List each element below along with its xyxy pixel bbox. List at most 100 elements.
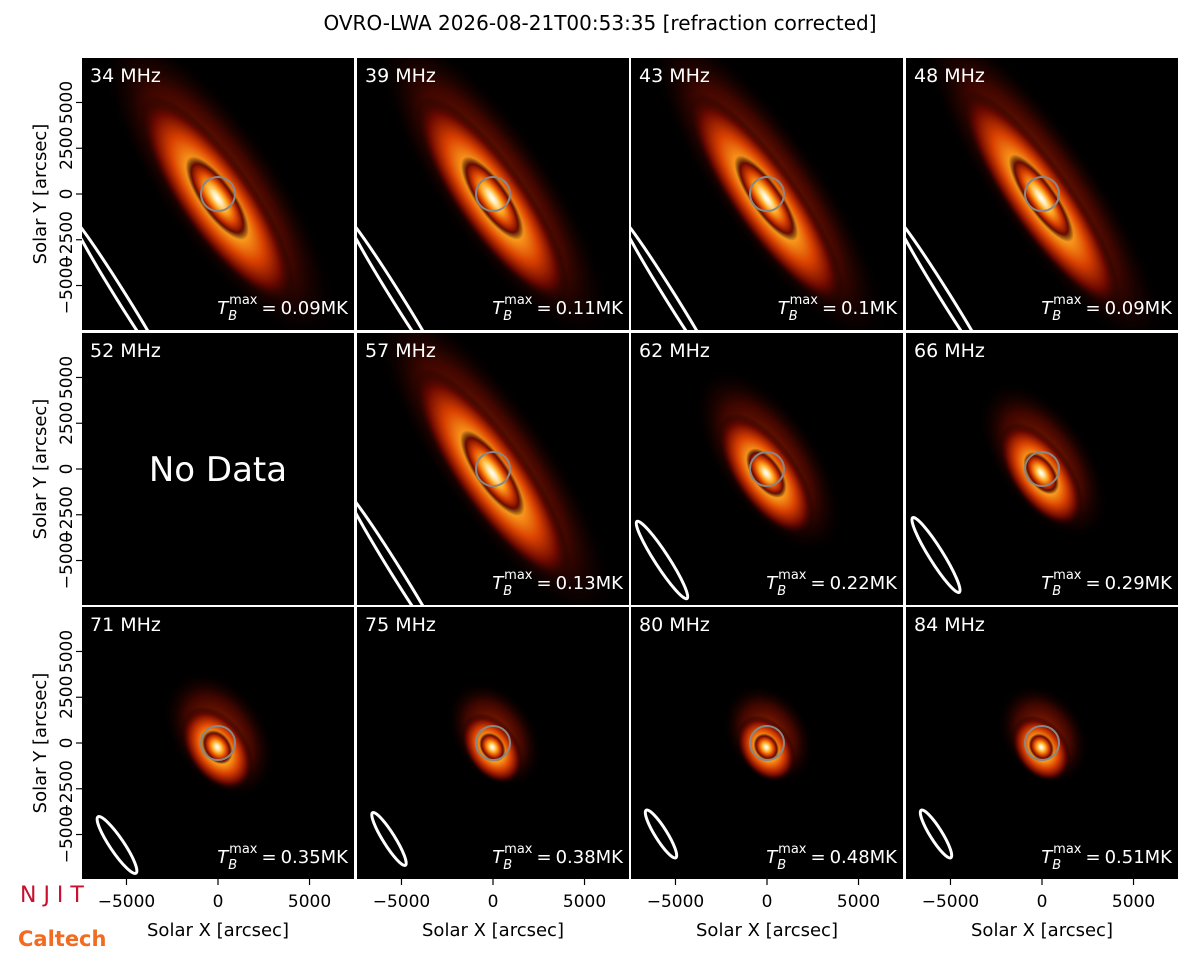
y-axis-label: Solar Y [arcsec]: [30, 124, 51, 265]
beam: [631, 215, 724, 330]
panel-label: 66 MHz: [914, 340, 985, 362]
panel-label: 71 MHz: [90, 614, 161, 636]
x-axis-label: Solar X [arcsec]: [147, 920, 289, 941]
tb-max-label: TBmax = 0.48MK: [766, 842, 898, 873]
figure-title: OVRO-LWA 2026-08-21T00:53:35 [refraction…: [323, 11, 876, 35]
beam: [634, 519, 690, 601]
tb-sup: max: [778, 568, 807, 583]
solar-disk: [475, 176, 511, 212]
beam: [357, 215, 450, 330]
tb-symbol: T: [492, 573, 505, 594]
tb-eq: =: [536, 573, 551, 594]
x-tick-label: 0: [1037, 892, 1048, 912]
tb-max-label: TBmax = 0.09MK: [217, 293, 349, 324]
tb-symbol: T: [766, 847, 779, 868]
y-tick-label: −5000: [57, 257, 77, 315]
tb-sup: max: [1053, 293, 1082, 308]
solar-disk: [200, 725, 236, 761]
emission-peak: [753, 733, 779, 761]
tb-eq: =: [261, 298, 276, 319]
panel-label: 43 MHz: [639, 65, 710, 87]
tb-symbol: T: [492, 847, 505, 868]
beam: [643, 808, 679, 860]
y-tick-label: −5000: [57, 532, 77, 590]
beam: [370, 811, 408, 867]
solar-disk: [749, 451, 785, 487]
tb-symbol: T: [1041, 847, 1054, 868]
y-tick-label: 2500: [57, 676, 77, 719]
x-tick-label: 0: [213, 892, 224, 912]
x-tick-label: 5000: [1112, 892, 1155, 912]
y-tick-label: −2500: [57, 760, 77, 818]
x-tick-label: 5000: [288, 892, 331, 912]
beam: [95, 815, 139, 875]
tb-value: 0.35MK: [281, 847, 350, 868]
tb-max-label: TBmax = 0.1MK: [778, 293, 899, 324]
solar-disk: [1024, 176, 1060, 212]
tb-sup: max: [504, 568, 533, 583]
tb-eq: =: [261, 847, 276, 868]
y-axis-label: Solar Y [arcsec]: [30, 399, 51, 540]
panel: [357, 58, 629, 330]
tb-value: 0.22MK: [830, 573, 899, 594]
tb-sup: max: [504, 293, 533, 308]
tb-eq: =: [1085, 573, 1100, 594]
tb-value: 0.48MK: [830, 847, 899, 868]
y-tick-label: 5000: [57, 81, 77, 124]
emission-peak: [460, 156, 524, 240]
tb-eq: =: [536, 847, 551, 868]
tb-max-label: TBmax = 0.13MK: [492, 568, 624, 599]
panel: [631, 333, 903, 605]
tb-sub: B: [777, 858, 786, 873]
y-tick-label: 5000: [57, 356, 77, 399]
solar-disk: [1024, 725, 1060, 761]
solar-disk: [475, 725, 511, 761]
tb-max-label: TBmax = 0.09MK: [1041, 293, 1173, 324]
panel-label: 52 MHz: [90, 340, 161, 362]
x-tick-label: 5000: [563, 892, 606, 912]
emission-peak: [1028, 733, 1054, 761]
solar-disk: [475, 451, 511, 487]
y-tick-label: 0: [57, 464, 77, 475]
panel-label: 75 MHz: [365, 614, 436, 636]
tb-value: 0.13MK: [556, 573, 625, 594]
emission-peak: [479, 732, 506, 762]
x-axis-label: Solar X [arcsec]: [971, 920, 1113, 941]
tb-sup: max: [1053, 842, 1082, 857]
panel: [82, 607, 354, 879]
emission-peak: [746, 448, 787, 498]
beam: [918, 808, 954, 860]
tb-eq: =: [822, 298, 837, 319]
y-tick-label: −2500: [57, 486, 77, 544]
tb-symbol: T: [492, 298, 505, 319]
tb-symbol: T: [217, 298, 230, 319]
beam: [906, 215, 999, 330]
emission-peak: [1008, 154, 1074, 243]
tb-sub: B: [228, 858, 237, 873]
tb-sup: max: [229, 293, 258, 308]
panel: [357, 333, 629, 605]
tb-value: 0.09MK: [281, 298, 350, 319]
tb-sub: B: [777, 584, 786, 599]
y-tick-label: 5000: [57, 630, 77, 673]
panel-label: 57 MHz: [365, 340, 436, 362]
panel-label: 34 MHz: [90, 65, 161, 87]
tb-sup: max: [778, 842, 807, 857]
y-tick-label: 0: [57, 738, 77, 749]
tb-sub: B: [228, 309, 237, 324]
tb-value: 0.09MK: [1105, 298, 1174, 319]
tb-symbol: T: [217, 847, 230, 868]
tb-sup: max: [790, 293, 819, 308]
tb-value: 0.11MK: [556, 298, 625, 319]
solar-disk: [1024, 451, 1060, 487]
y-tick-label: 0: [57, 189, 77, 200]
emission-peak: [185, 156, 249, 240]
emission-peak: [201, 730, 233, 765]
panel: [631, 58, 903, 330]
x-tick-label: −5000: [98, 892, 156, 912]
tb-eq: =: [536, 298, 551, 319]
tb-value: 0.51MK: [1105, 847, 1174, 868]
tb-sup: max: [1053, 568, 1082, 583]
tb-eq: =: [1085, 298, 1100, 319]
